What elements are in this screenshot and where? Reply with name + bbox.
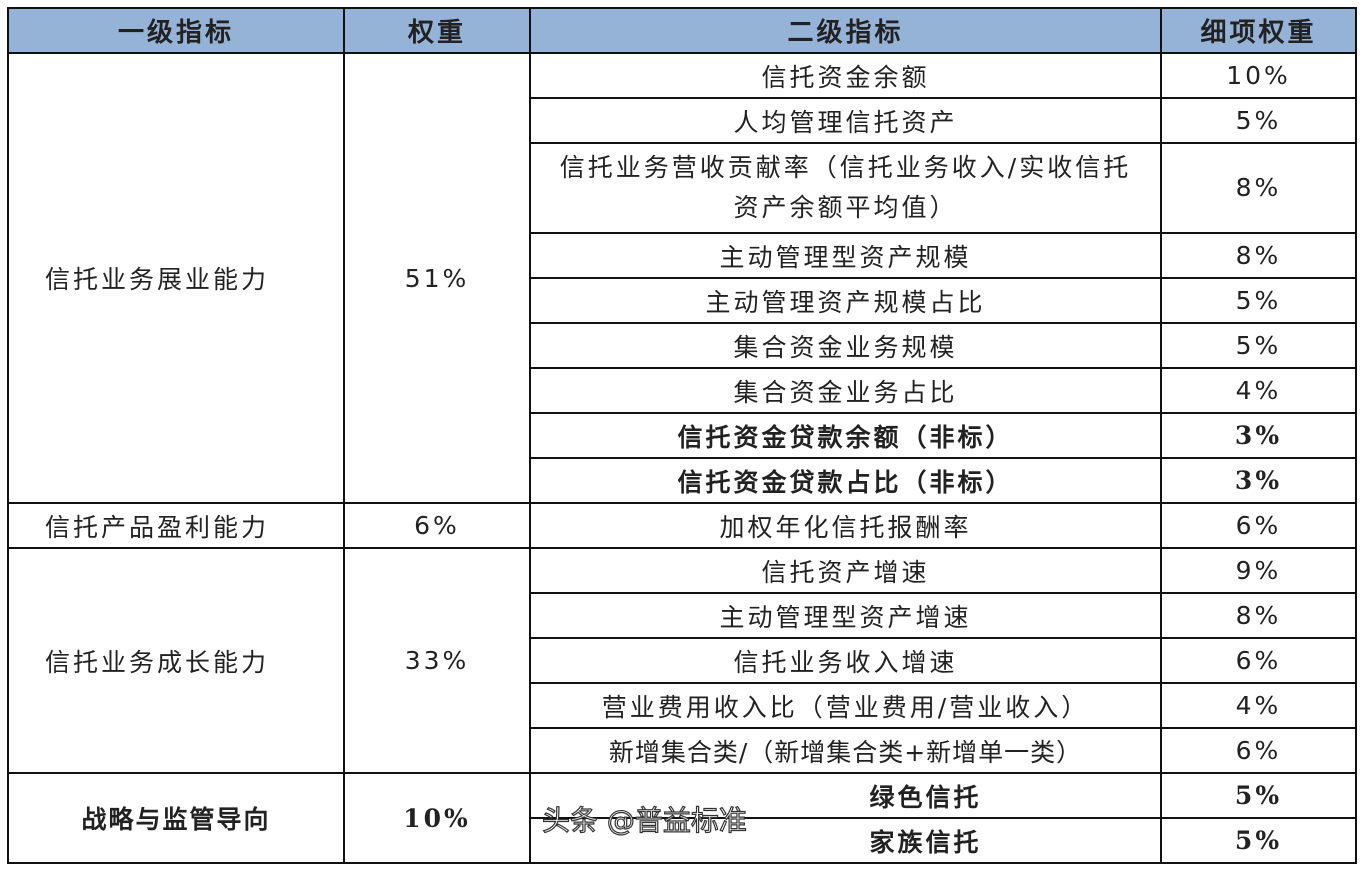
group-name: 信托业务展业能力 — [7, 52, 345, 504]
item-name: 主动管理型资产规模 — [529, 232, 1162, 279]
watermark: 头条 @普益标准 — [541, 803, 747, 837]
table-row: 主动管理型资产规模 8% — [8, 232, 1357, 279]
table-row: 营业费用收入比（营业费用/营业收入） 4% — [8, 682, 1357, 729]
item-weight: 8% — [1160, 142, 1357, 234]
table-row: 人均管理信托资产 5% — [8, 97, 1357, 144]
item-weight: 3% — [1160, 457, 1357, 504]
item-name: 主动管理资产规模占比 — [529, 277, 1162, 324]
table-row: 新增集合类/（新增集合类+新增单一类） 6% — [8, 727, 1357, 774]
table-row: 信托资金贷款余额（非标） 3% — [8, 412, 1357, 459]
item-name: 信托资金余额 — [529, 52, 1162, 99]
item-name: 绿色信托 — [529, 772, 1162, 819]
item-weight: 5% — [1160, 817, 1357, 864]
item-weight: 10% — [1160, 52, 1357, 99]
item-weight: 4% — [1160, 682, 1357, 729]
item-weight: 4% — [1160, 367, 1357, 414]
table-row: 集合资金业务规模 5% — [8, 322, 1357, 369]
item-weight: 5% — [1160, 277, 1357, 324]
table-row: 信托产品盈利能力 6% 加权年化信托报酬率 6% — [7, 502, 1357, 549]
table-row: 信托业务展业能力 51% 信托资金余额 10% — [7, 52, 1357, 504]
table-row: 信托业务成长能力 33% 信托资产增速 9% — [7, 547, 1357, 774]
header-weight: 权重 — [343, 7, 531, 54]
group-name: 信托业务成长能力 — [7, 547, 345, 774]
item-weight: 5% — [1160, 772, 1357, 819]
group-weight: 10% — [343, 772, 531, 864]
table-row: 信托资金贷款占比（非标） 3% — [8, 457, 1357, 504]
group-weight: 51% — [343, 52, 531, 504]
table-row: 战略与监管导向 10% 绿色信托 5% — [7, 772, 1357, 864]
item-name: 信托业务收入增速 — [529, 637, 1162, 684]
table-row: 信托业务营收贡献率（信托业务收入/实收信托资产余额平均值） 8% — [8, 142, 1357, 234]
table-row: 主动管理资产规模占比 5% — [8, 277, 1357, 324]
item-name: 信托资金贷款占比（非标） — [529, 457, 1162, 504]
item-name: 新增集合类/（新增集合类+新增单一类） — [529, 727, 1162, 774]
indicator-table: 一级指标 权重 二级指标 细项权重 信托业务展业能力 51% 信托资金余额 10… — [7, 7, 1357, 864]
item-name: 信托资金贷款余额（非标） — [529, 412, 1162, 459]
item-name: 信托业务营收贡献率（信托业务收入/实收信托资产余额平均值） — [529, 142, 1162, 234]
group-name: 信托产品盈利能力 — [7, 502, 345, 549]
table-row: 主动管理型资产增速 8% — [8, 592, 1357, 639]
item-name: 加权年化信托报酬率 — [529, 502, 1162, 549]
item-weight: 6% — [1160, 502, 1357, 549]
group-weight: 6% — [343, 502, 531, 549]
item-name: 集合资金业务占比 — [529, 367, 1162, 414]
header-level2: 二级指标 — [529, 7, 1162, 54]
item-name: 集合资金业务规模 — [529, 322, 1162, 369]
group-name: 战略与监管导向 — [7, 772, 345, 864]
item-weight: 9% — [1160, 547, 1357, 594]
item-weight: 5% — [1160, 322, 1357, 369]
item-weight: 5% — [1160, 97, 1357, 144]
header-row: 一级指标 权重 二级指标 细项权重 — [7, 7, 1357, 54]
item-weight: 6% — [1160, 637, 1357, 684]
item-weight: 8% — [1160, 232, 1357, 279]
table-row: 家族信托 5% — [8, 817, 1357, 864]
item-name: 人均管理信托资产 — [529, 97, 1162, 144]
item-name: 家族信托 — [529, 817, 1162, 864]
table-row: 信托业务收入增速 6% — [8, 637, 1357, 684]
table-row: 集合资金业务占比 4% — [8, 367, 1357, 414]
item-weight: 6% — [1160, 727, 1357, 774]
item-name: 主动管理型资产增速 — [529, 592, 1162, 639]
group-weight: 33% — [343, 547, 531, 774]
item-weight: 3% — [1160, 412, 1357, 459]
item-name: 营业费用收入比（营业费用/营业收入） — [529, 682, 1162, 729]
item-weight: 8% — [1160, 592, 1357, 639]
item-name: 信托资产增速 — [529, 547, 1162, 594]
header-level1: 一级指标 — [7, 7, 345, 54]
header-sub-weight: 细项权重 — [1160, 7, 1357, 54]
